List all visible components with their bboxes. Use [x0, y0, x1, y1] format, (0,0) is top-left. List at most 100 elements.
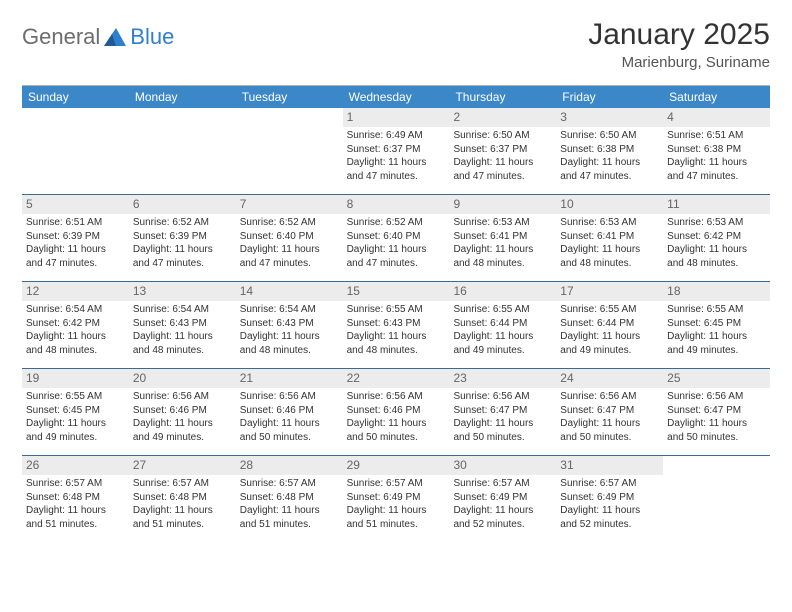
day-cell: 6Sunrise: 6:52 AMSunset: 6:39 PMDaylight…: [129, 195, 236, 281]
sunrise-text: Sunrise: 6:57 AM: [560, 477, 659, 491]
day-cell: 28Sunrise: 6:57 AMSunset: 6:48 PMDayligh…: [236, 456, 343, 542]
daylight-text: Daylight: 11 hours and 47 minutes.: [240, 243, 339, 270]
day-body: Sunrise: 6:54 AMSunset: 6:43 PMDaylight:…: [129, 303, 236, 360]
day-cell: 4Sunrise: 6:51 AMSunset: 6:38 PMDaylight…: [663, 108, 770, 194]
sunrise-text: Sunrise: 6:55 AM: [667, 303, 766, 317]
day-cell: [22, 108, 129, 194]
day-body: Sunrise: 6:53 AMSunset: 6:41 PMDaylight:…: [556, 216, 663, 273]
daylight-text: Daylight: 11 hours and 49 minutes.: [453, 330, 552, 357]
day-body: Sunrise: 6:55 AMSunset: 6:45 PMDaylight:…: [22, 390, 129, 447]
daylight-text: Daylight: 11 hours and 51 minutes.: [240, 504, 339, 531]
day-number: 7: [236, 195, 343, 214]
sunrise-text: Sunrise: 6:57 AM: [133, 477, 232, 491]
location-label: Marienburg, Suriname: [588, 54, 770, 71]
sunset-text: Sunset: 6:48 PM: [240, 491, 339, 505]
daylight-text: Daylight: 11 hours and 50 minutes.: [240, 417, 339, 444]
sunrise-text: Sunrise: 6:54 AM: [240, 303, 339, 317]
day-body: Sunrise: 6:52 AMSunset: 6:40 PMDaylight:…: [343, 216, 450, 273]
week-row: 1Sunrise: 6:49 AMSunset: 6:37 PMDaylight…: [22, 108, 770, 195]
day-body: Sunrise: 6:51 AMSunset: 6:38 PMDaylight:…: [663, 129, 770, 186]
day-body: Sunrise: 6:53 AMSunset: 6:42 PMDaylight:…: [663, 216, 770, 273]
sunrise-text: Sunrise: 6:52 AM: [133, 216, 232, 230]
sunrise-text: Sunrise: 6:53 AM: [667, 216, 766, 230]
daylight-text: Daylight: 11 hours and 48 minutes.: [133, 330, 232, 357]
sunrise-text: Sunrise: 6:55 AM: [560, 303, 659, 317]
page-header: General Blue January 2025 Marienburg, Su…: [22, 18, 770, 71]
daylight-text: Daylight: 11 hours and 48 minutes.: [26, 330, 125, 357]
sunrise-text: Sunrise: 6:57 AM: [347, 477, 446, 491]
day-cell: [663, 456, 770, 542]
weekday-header: Sunday: [22, 86, 129, 108]
day-cell: 8Sunrise: 6:52 AMSunset: 6:40 PMDaylight…: [343, 195, 450, 281]
sunrise-text: Sunrise: 6:54 AM: [26, 303, 125, 317]
day-body: Sunrise: 6:57 AMSunset: 6:48 PMDaylight:…: [236, 477, 343, 534]
daylight-text: Daylight: 11 hours and 52 minutes.: [560, 504, 659, 531]
sunrise-text: Sunrise: 6:57 AM: [453, 477, 552, 491]
daylight-text: Daylight: 11 hours and 48 minutes.: [560, 243, 659, 270]
day-cell: [236, 108, 343, 194]
day-cell: 3 Sunrise: 6:50 AMSunset: 6:38 PMDaylight…: [556, 108, 663, 194]
day-cell: 9Sunrise: 6:53 AMSunset: 6:41 PMDaylight…: [449, 195, 556, 281]
day-body: Sunrise: 6:50 AMSunset: 6:38 PMDaylight:…: [556, 129, 663, 186]
sunset-text: Sunset: 6:44 PM: [560, 317, 659, 331]
sunset-text: Sunset: 6:39 PM: [133, 230, 232, 244]
sunrise-text: Sunrise: 6:56 AM: [560, 390, 659, 404]
day-body: Sunrise: 6:57 AMSunset: 6:48 PMDaylight:…: [129, 477, 236, 534]
day-body: [22, 129, 129, 132]
sunset-text: Sunset: 6:41 PM: [453, 230, 552, 244]
day-body: Sunrise: 6:56 AMSunset: 6:46 PMDaylight:…: [129, 390, 236, 447]
sunset-text: Sunset: 6:47 PM: [453, 404, 552, 418]
weekday-header: Wednesday: [343, 86, 450, 108]
sunset-text: Sunset: 6:46 PM: [240, 404, 339, 418]
sunset-text: Sunset: 6:45 PM: [26, 404, 125, 418]
day-body: Sunrise: 6:56 AMSunset: 6:46 PMDaylight:…: [236, 390, 343, 447]
daylight-text: Daylight: 11 hours and 51 minutes.: [133, 504, 232, 531]
daylight-text: Daylight: 11 hours and 50 minutes.: [453, 417, 552, 444]
brand-sail-icon: [102, 26, 128, 48]
month-title: January 2025: [588, 18, 770, 52]
day-cell: 27 Sunrise: 6:57 AMSunset: 6:48 PMDayligh…: [129, 456, 236, 542]
day-cell: 31Sunrise: 6:57 AMSunset: 6:49 PMDayligh…: [556, 456, 663, 542]
day-number: 20: [129, 369, 236, 388]
day-cell: 2Sunrise: 6:50 AMSunset: 6:37 PMDaylight…: [449, 108, 556, 194]
week-row: 26Sunrise: 6:57 AMSunset: 6:48 PMDayligh…: [22, 456, 770, 542]
day-number: 1: [343, 108, 450, 127]
day-cell: 19Sunrise: 6:55 AMSunset: 6:45 PMDayligh…: [22, 369, 129, 455]
day-cell: 29Sunrise: 6:57 AMSunset: 6:49 PMDayligh…: [343, 456, 450, 542]
day-cell: 23Sunrise: 6:56 AMSunset: 6:47 PMDayligh…: [449, 369, 556, 455]
day-number: 3: [556, 108, 663, 127]
day-cell: 22Sunrise: 6:56 AMSunset: 6:46 PMDayligh…: [343, 369, 450, 455]
daylight-text: Daylight: 11 hours and 48 minutes.: [240, 330, 339, 357]
day-body: Sunrise: 6:57 AMSunset: 6:48 PMDaylight:…: [22, 477, 129, 534]
day-body: Sunrise: 6:54 AMSunset: 6:43 PMDaylight:…: [236, 303, 343, 360]
weeks-container: 1Sunrise: 6:49 AMSunset: 6:37 PMDaylight…: [22, 108, 770, 542]
sunset-text: Sunset: 6:44 PM: [453, 317, 552, 331]
brand-text-blue: Blue: [130, 24, 174, 50]
sunset-text: Sunset: 6:45 PM: [667, 317, 766, 331]
sunset-text: Sunset: 6:39 PM: [26, 230, 125, 244]
sunrise-text: Sunrise: 6:53 AM: [453, 216, 552, 230]
week-row: 5Sunrise: 6:51 AMSunset: 6:39 PMDaylight…: [22, 195, 770, 282]
sunrise-text: Sunrise: 6:51 AM: [667, 129, 766, 143]
day-cell: 21Sunrise: 6:56 AMSunset: 6:46 PMDayligh…: [236, 369, 343, 455]
sunset-text: Sunset: 6:48 PM: [133, 491, 232, 505]
day-body: [129, 129, 236, 132]
daylight-text: Daylight: 11 hours and 49 minutes.: [560, 330, 659, 357]
day-body: Sunrise: 6:57 AMSunset: 6:49 PMDaylight:…: [343, 477, 450, 534]
day-body: Sunrise: 6:56 AMSunset: 6:47 PMDaylight:…: [449, 390, 556, 447]
day-body: Sunrise: 6:51 AMSunset: 6:39 PMDaylight:…: [22, 216, 129, 273]
daylight-text: Daylight: 11 hours and 51 minutes.: [347, 504, 446, 531]
day-cell: 15Sunrise: 6:55 AMSunset: 6:43 PMDayligh…: [343, 282, 450, 368]
sunrise-text: Sunrise: 6:56 AM: [347, 390, 446, 404]
day-body: Sunrise: 6:57 AMSunset: 6:49 PMDaylight:…: [556, 477, 663, 534]
day-number: 27: [129, 456, 236, 475]
sunrise-text: Sunrise: 6:53 AM: [560, 216, 659, 230]
day-cell: 12Sunrise: 6:54 AMSunset: 6:42 PMDayligh…: [22, 282, 129, 368]
sunrise-text: Sunrise: 6:55 AM: [347, 303, 446, 317]
day-cell: 26Sunrise: 6:57 AMSunset: 6:48 PMDayligh…: [22, 456, 129, 542]
day-body: Sunrise: 6:52 AMSunset: 6:40 PMDaylight:…: [236, 216, 343, 273]
daylight-text: Daylight: 11 hours and 51 minutes.: [26, 504, 125, 531]
day-body: Sunrise: 6:56 AMSunset: 6:47 PMDaylight:…: [556, 390, 663, 447]
day-cell: 11Sunrise: 6:53 AMSunset: 6:42 PMDayligh…: [663, 195, 770, 281]
day-cell: 10Sunrise: 6:53 AMSunset: 6:41 PMDayligh…: [556, 195, 663, 281]
